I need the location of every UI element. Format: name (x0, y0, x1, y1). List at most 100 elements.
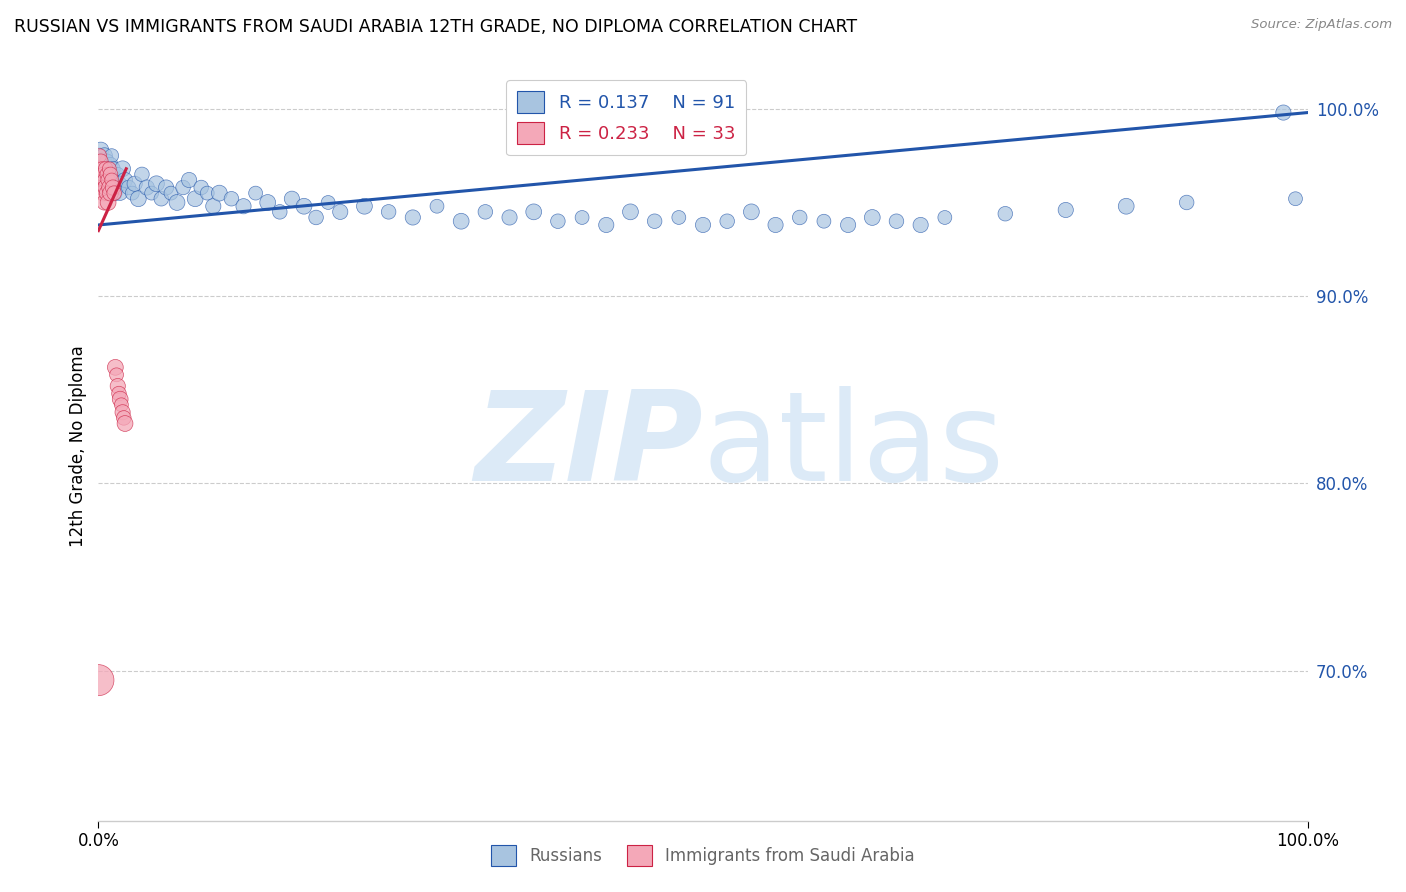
Point (269, 205, 291, 219)
Point (100, 173, 122, 187)
Point (104, 360, 127, 375)
Point (97, 173, 120, 187)
Point (89, 161, 111, 176)
Point (426, 199, 449, 213)
Point (91, 186, 114, 201)
Point (172, 180, 194, 194)
Point (103, 186, 125, 201)
Point (91, 168, 114, 182)
Point (886, 214, 908, 228)
Point (377, 205, 399, 219)
Point (112, 411, 135, 425)
Point (184, 192, 207, 206)
Point (329, 205, 352, 219)
Point (90, 154, 112, 169)
Point (98, 180, 121, 194)
Point (765, 218, 787, 232)
Point (910, 218, 932, 232)
Point (114, 173, 136, 187)
Point (316, 195, 339, 210)
Point (101, 180, 124, 194)
Point (221, 192, 243, 206)
Text: RUSSIAN VS IMMIGRANTS FROM SAUDI ARABIA 12TH GRADE, NO DIPLOMA CORRELATION CHART: RUSSIAN VS IMMIGRANTS FROM SAUDI ARABIA … (14, 18, 858, 36)
Point (474, 205, 496, 219)
Point (402, 211, 425, 225)
Point (860, 211, 883, 225)
Point (105, 368, 128, 382)
Point (103, 186, 125, 201)
Point (97, 177, 120, 191)
Point (91, 177, 114, 191)
Point (190, 180, 212, 194)
Point (97, 161, 120, 176)
Point (100, 168, 122, 182)
Point (111, 405, 134, 419)
Point (571, 211, 593, 225)
Point (90, 158, 112, 172)
Point (160, 186, 183, 201)
Text: ZIP: ZIP (474, 385, 703, 507)
Point (94, 158, 117, 172)
Point (93, 195, 115, 210)
Point (104, 173, 127, 187)
Point (131, 168, 153, 182)
Point (114, 417, 136, 431)
Point (281, 192, 304, 206)
Point (135, 180, 157, 194)
Point (166, 195, 188, 210)
Point (96, 168, 118, 182)
Point (1175, 195, 1198, 210)
Point (934, 211, 956, 225)
Point (108, 392, 131, 407)
Point (619, 205, 641, 219)
Point (108, 386, 131, 401)
Point (108, 177, 131, 191)
Point (96, 186, 118, 201)
Point (97, 195, 120, 210)
Point (98, 186, 121, 201)
Point (93, 149, 115, 163)
Point (450, 214, 472, 228)
Point (93, 173, 115, 187)
Point (96, 154, 118, 169)
Text: atlas: atlas (703, 385, 1005, 507)
Point (994, 207, 1017, 221)
Point (353, 199, 375, 213)
Point (107, 379, 129, 393)
Point (245, 186, 267, 201)
Point (107, 168, 129, 182)
Point (105, 180, 128, 194)
Point (90, 173, 112, 187)
Point (179, 173, 201, 187)
Point (692, 218, 714, 232)
Point (1284, 192, 1306, 206)
Y-axis label: 12th Grade, No Diploma: 12th Grade, No Diploma (69, 345, 87, 547)
Point (740, 205, 762, 219)
Point (202, 199, 225, 213)
Point (121, 186, 143, 201)
Point (94, 161, 117, 176)
Point (155, 180, 177, 194)
Point (716, 214, 738, 228)
Point (124, 177, 146, 191)
Point (789, 211, 811, 225)
Point (87, 673, 110, 688)
Point (91, 161, 114, 176)
Point (91, 154, 114, 169)
Point (837, 218, 859, 232)
Point (232, 199, 254, 213)
Point (94, 180, 117, 194)
Point (91, 161, 114, 176)
Point (523, 205, 546, 219)
Point (145, 177, 167, 191)
Point (595, 218, 617, 232)
Point (100, 186, 122, 201)
Point (1054, 202, 1077, 217)
Point (89, 149, 111, 163)
Point (498, 211, 520, 225)
Text: Source: ZipAtlas.com: Source: ZipAtlas.com (1251, 18, 1392, 31)
Point (141, 186, 163, 201)
Point (110, 398, 132, 412)
Point (98, 171, 121, 186)
Point (813, 214, 835, 228)
